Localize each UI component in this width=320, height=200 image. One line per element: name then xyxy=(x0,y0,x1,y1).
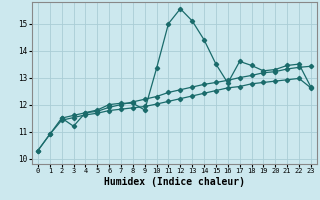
X-axis label: Humidex (Indice chaleur): Humidex (Indice chaleur) xyxy=(104,177,245,187)
